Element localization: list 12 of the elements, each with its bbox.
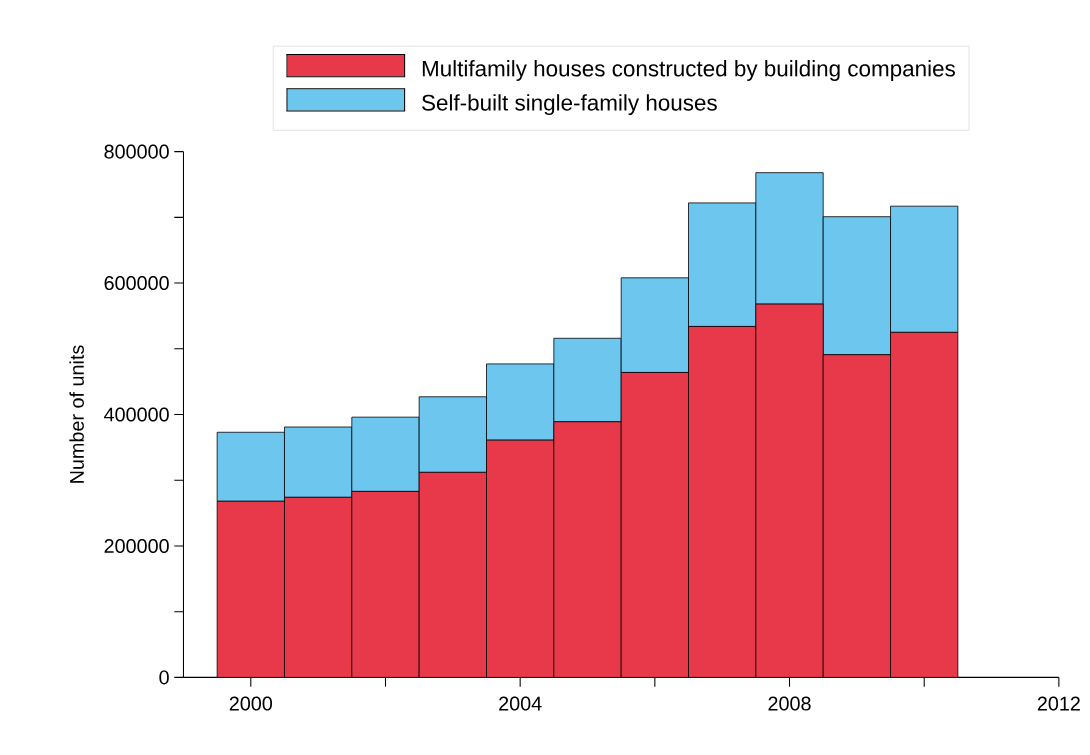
y-tick-label: 800000 — [104, 144, 169, 159]
y-tick-label: 200000 — [104, 539, 169, 554]
x-tick-label: 2012 — [1037, 696, 1080, 711]
x-tick-label: 2000 — [229, 696, 273, 711]
y-axis-title: Number of units — [69, 345, 84, 483]
y-tick-label: 400000 — [104, 407, 169, 422]
legend-label: Self-built single-family houses — [422, 94, 717, 116]
y-tick-label: 600000 — [104, 276, 169, 291]
legend-label: Multifamily houses constructed by building companies — [422, 60, 955, 82]
x-tick-label: 2004 — [499, 696, 542, 711]
y-tick-label: 0 — [159, 670, 169, 685]
x-tick-label: 2008 — [768, 696, 811, 711]
